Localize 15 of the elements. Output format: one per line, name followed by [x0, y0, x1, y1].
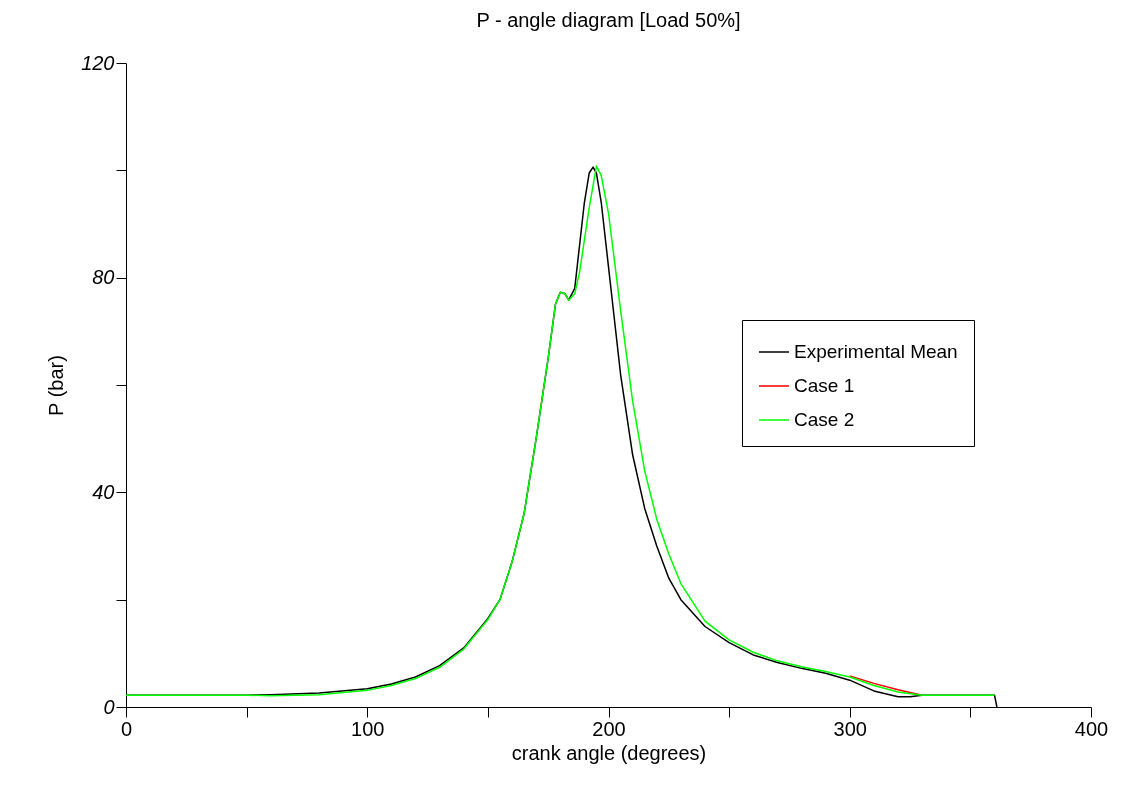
x-tick-label: 300 — [833, 717, 867, 740]
x-tick-label: 400 — [1074, 717, 1109, 740]
y-tick-label: 80 — [92, 266, 115, 289]
y-axis-title: P (bar) — [45, 355, 68, 416]
x-axis-title: crank angle (degrees) — [511, 741, 707, 764]
legend-label: Experimental Mean — [794, 341, 958, 362]
y-tick-label: 0 — [103, 695, 115, 718]
x-tick-label: 100 — [351, 717, 385, 740]
legend-label: Case 2 — [794, 409, 855, 430]
legend-label: Case 1 — [794, 375, 855, 396]
y-tick-label: 40 — [92, 480, 115, 503]
y-tick-label: 120 — [81, 51, 115, 74]
chart-title: P - angle diagram [Load 50%] — [476, 9, 741, 31]
x-tick-label: 200 — [592, 717, 626, 740]
x-tick-label: 0 — [120, 717, 133, 740]
